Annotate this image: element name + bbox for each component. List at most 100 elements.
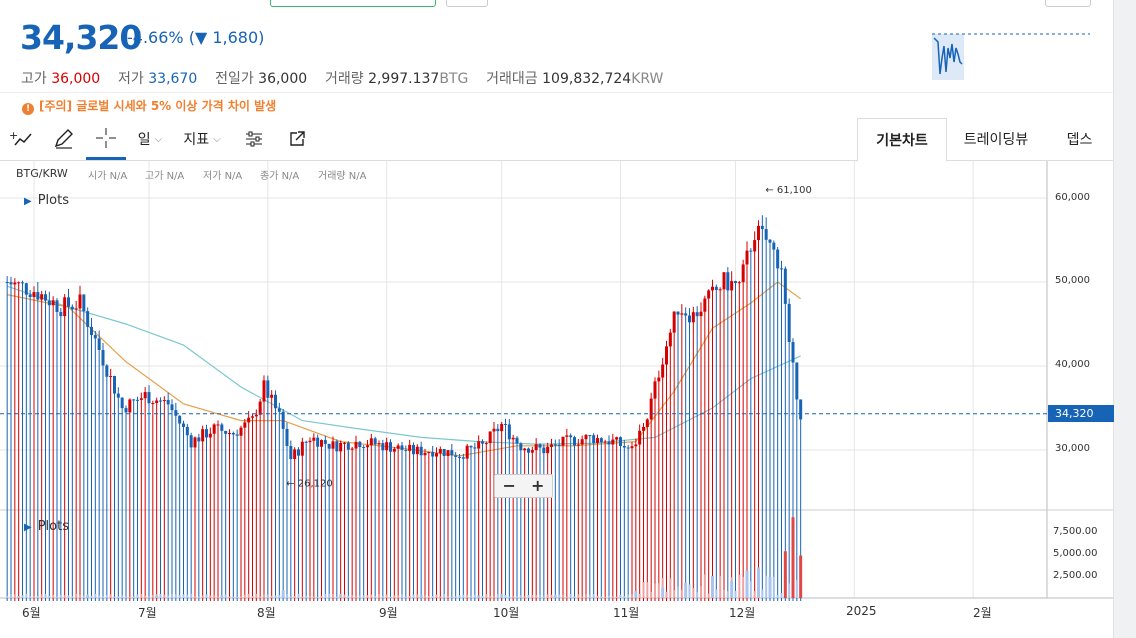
volume-bar — [768, 576, 772, 598]
volume-bar — [358, 595, 361, 598]
candle-body — [496, 428, 500, 432]
crosshair-tool-icon[interactable] — [86, 118, 126, 160]
plots-toggle-price[interactable]: ▶ Plots — [24, 193, 69, 208]
volume-bar — [94, 593, 97, 598]
volume-bar — [309, 596, 311, 598]
zoom-out-button[interactable]: − — [502, 476, 516, 495]
volume-bar — [236, 596, 239, 598]
volume-bar — [151, 594, 154, 598]
volume-bar — [669, 578, 672, 598]
volume-bar — [209, 595, 212, 598]
volume-bar — [539, 595, 541, 598]
interval-dropdown[interactable]: 일 ⌵ — [130, 118, 170, 160]
volume-bar — [71, 596, 74, 598]
volume-bar — [263, 594, 265, 598]
candle-body — [331, 441, 335, 449]
volume-bar — [719, 575, 722, 598]
volume-bar — [401, 594, 403, 598]
tab-basic-chart[interactable]: 기본차트 — [857, 118, 947, 162]
candle-body — [684, 313, 688, 316]
change-amount: 1,680 — [212, 28, 259, 47]
candle-body — [799, 399, 803, 420]
legend-open: 시가 N/A — [88, 171, 128, 182]
volume-tick-label: 7,500.00 — [1053, 526, 1098, 537]
volume-bar — [178, 595, 181, 598]
volume-bar — [347, 595, 350, 598]
candle-body — [450, 450, 454, 456]
candle-body — [657, 377, 661, 382]
trend-line-tool-icon[interactable]: + — [6, 118, 36, 160]
volume-bar — [301, 596, 304, 598]
candle-body — [672, 311, 676, 333]
zoom-in-button[interactable]: + — [531, 476, 545, 495]
candle-body — [795, 362, 799, 400]
volume-bar — [604, 596, 607, 598]
volume-bar — [654, 583, 656, 598]
volume-bar — [121, 595, 124, 598]
x-tick-label: 2월 — [973, 606, 992, 620]
pencil-draw-tool-icon[interactable] — [48, 118, 78, 160]
candle-body — [573, 437, 576, 446]
top-right-control-stub[interactable] — [1045, 0, 1091, 7]
volume-bar — [56, 596, 58, 598]
tab-tradingview[interactable]: 트레이딩뷰 — [963, 132, 1029, 148]
indicator-dropdown[interactable]: 지표 ⌵ — [176, 118, 228, 160]
volume-bar — [623, 596, 626, 598]
candle-body — [473, 447, 477, 449]
volume-bar — [270, 595, 273, 598]
candle-body — [780, 268, 783, 270]
volume-bar — [251, 596, 254, 598]
candle-body — [323, 440, 327, 444]
candle-body — [189, 435, 193, 448]
volume-bar — [232, 596, 235, 598]
candle-body — [772, 242, 776, 250]
volume-bar — [48, 596, 51, 598]
candle-body — [676, 311, 680, 315]
plots-toggle-volume[interactable]: ▶ Plots — [24, 519, 69, 534]
candle-body — [504, 423, 507, 425]
volume-bar — [79, 594, 81, 598]
settings-sliders-icon[interactable] — [240, 118, 268, 160]
volume-bar — [454, 596, 457, 598]
legend-low: 저가 N/A — [203, 171, 243, 182]
volume-tick-label: 5,000.00 — [1053, 548, 1098, 559]
candle-body — [757, 225, 760, 241]
volume-bar — [531, 594, 534, 598]
x-tick-label: 9월 — [379, 606, 398, 620]
volume-bar — [696, 592, 699, 598]
volume-bar — [508, 596, 511, 598]
x-tick-label: 10월 — [493, 606, 520, 620]
candle-body — [699, 311, 703, 317]
candle-body — [454, 455, 458, 457]
volume-value: 2,997.137 — [368, 71, 440, 87]
candlestick-chart[interactable]: ← 61,100 ← 26,120 — [0, 161, 1113, 601]
candle-body — [274, 394, 277, 409]
volume-bar — [159, 594, 162, 598]
volume-bar — [389, 596, 392, 598]
candle-body — [44, 294, 47, 301]
candle-body — [82, 294, 86, 312]
candle-body — [791, 341, 795, 363]
tab-depth[interactable]: 뎁스 — [1066, 132, 1093, 148]
volume-bar — [378, 594, 380, 598]
volume-bar — [286, 593, 288, 598]
volume-bar — [408, 596, 411, 598]
volume-bar — [59, 594, 62, 598]
price-annotation: ← 26,120 — [286, 479, 333, 490]
candle-body — [611, 439, 615, 445]
volume-bar — [362, 595, 365, 598]
top-secondary-button-stub[interactable] — [446, 0, 488, 7]
candle-body — [665, 346, 668, 365]
x-tick-label: 12월 — [729, 606, 756, 620]
volume-bar — [631, 594, 633, 598]
volume-bar — [427, 596, 430, 598]
volume-bar — [757, 567, 760, 598]
candle-body — [193, 437, 197, 448]
top-action-button-stub[interactable] — [270, 0, 436, 7]
volume-bar — [335, 596, 338, 598]
volume-bar — [665, 591, 668, 598]
volume-bar — [6, 595, 9, 598]
candle-body — [289, 445, 293, 460]
popout-external-icon[interactable] — [284, 118, 310, 160]
volume-bar — [596, 595, 599, 598]
